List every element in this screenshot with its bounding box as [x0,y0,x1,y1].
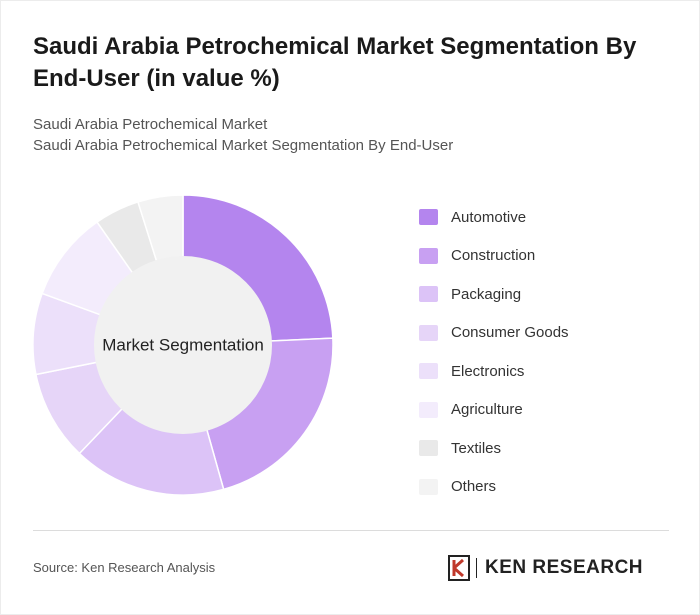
legend-swatch-others [419,478,438,495]
footer-divider [33,530,669,531]
legend-label-electronics: Electronics [451,362,525,380]
chart-legend: Automotive Construction Packaging Consumer … [419,198,679,506]
logo-separator [476,558,477,578]
legend-swatch-textiles [419,440,438,457]
subtitle-line-1: Saudi Arabia Petrochemical Market [33,116,268,133]
legend-label-others: Others [451,478,497,496]
donut-chart: Market Segmentation [32,194,334,496]
chart-subtitle: Saudi Arabia Petrochemical Market Saudi … [33,114,673,156]
legend-swatch-automotive [419,209,438,226]
legend-item-automotive: Automotive [419,198,679,237]
legend-item-construction: Construction [419,237,679,276]
chart-title: Saudi Arabia Petrochemical Market Segmen… [33,33,637,92]
legend-swatch-electronics [419,363,438,380]
legend-label-consumer-goods: Consumer Goods [451,324,569,342]
donut-hole [94,256,272,434]
legend-swatch-agriculture [419,401,438,418]
legend-item-textiles: Textiles [419,429,679,468]
legend-label-automotive: Automotive [451,208,527,226]
brand-name: KEN RESEARCH [485,557,644,578]
legend-label-packaging: Packaging [451,285,522,303]
legend-label-agriculture: Agriculture [451,401,523,419]
legend-item-packaging: Packaging [419,275,679,314]
subtitle-line-2: Saudi Arabia Petrochemical Market Segmen… [33,137,454,154]
legend-swatch-consumer-goods [419,324,438,341]
source-note: Source: Ken Research Analysis [33,560,216,575]
legend-swatch-construction [419,247,438,264]
legend-swatch-packaging [419,286,438,303]
brand-logo: KEN RESEARCH [448,554,643,582]
legend-item-others: Others [419,468,679,507]
legend-item-electronics: Electronics [419,352,679,391]
legend-label-construction: Construction [451,247,536,265]
legend-label-textiles: Textiles [451,439,502,457]
ken-research-logo-icon [448,555,470,581]
legend-item-consumer-goods: Consumer Goods [419,314,679,353]
legend-item-agriculture: Agriculture [419,391,679,430]
donut-center-label: Market Segmentation [102,335,264,354]
